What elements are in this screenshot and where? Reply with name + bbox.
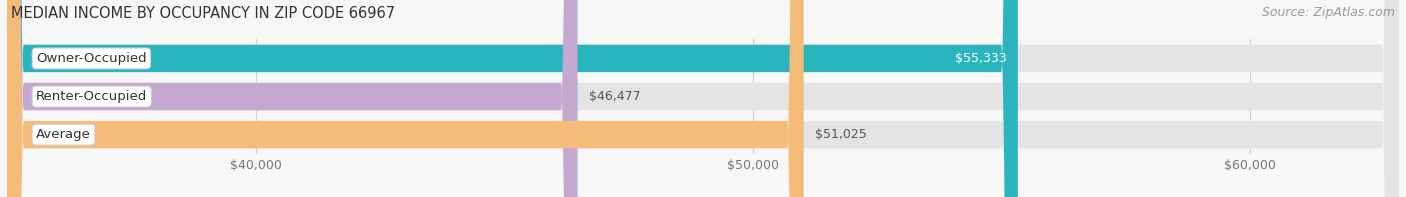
Text: Owner-Occupied: Owner-Occupied <box>37 52 146 65</box>
FancyBboxPatch shape <box>7 0 1399 197</box>
FancyBboxPatch shape <box>7 0 1399 197</box>
FancyBboxPatch shape <box>7 0 804 197</box>
Text: Renter-Occupied: Renter-Occupied <box>37 90 148 103</box>
Text: Source: ZipAtlas.com: Source: ZipAtlas.com <box>1261 6 1395 19</box>
Text: MEDIAN INCOME BY OCCUPANCY IN ZIP CODE 66967: MEDIAN INCOME BY OCCUPANCY IN ZIP CODE 6… <box>11 6 395 21</box>
Text: $55,333: $55,333 <box>955 52 1007 65</box>
Text: $51,025: $51,025 <box>815 128 866 141</box>
FancyBboxPatch shape <box>7 0 1018 197</box>
Text: Average: Average <box>37 128 91 141</box>
Text: $46,477: $46,477 <box>589 90 640 103</box>
FancyBboxPatch shape <box>7 0 1399 197</box>
FancyBboxPatch shape <box>7 0 578 197</box>
